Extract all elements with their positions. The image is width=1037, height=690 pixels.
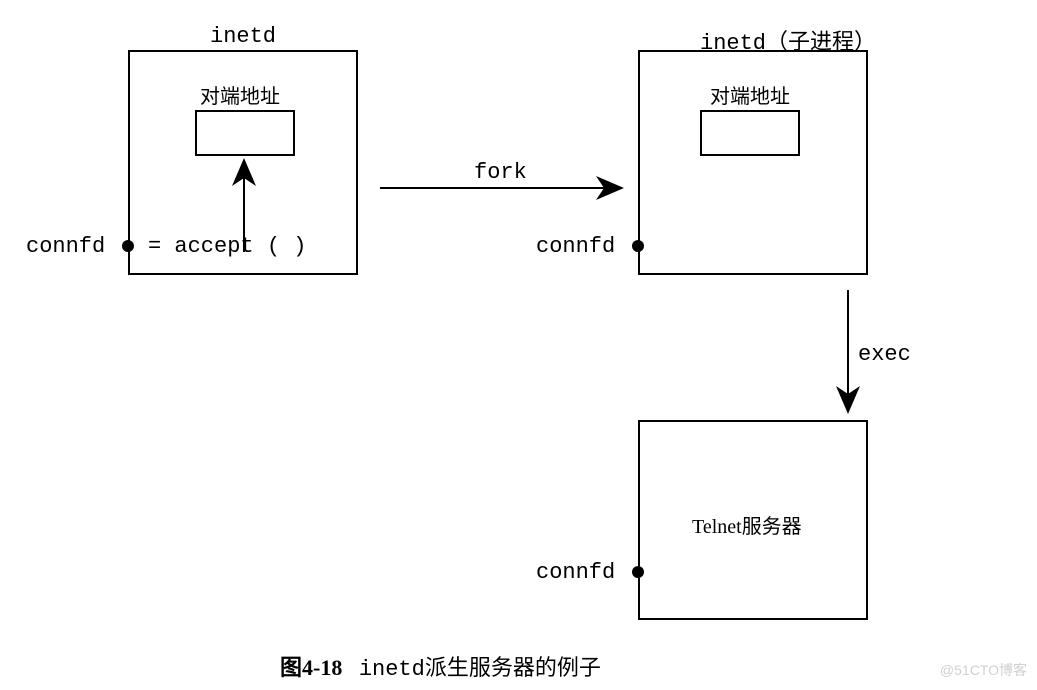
telnet-label: Telnet服务器 — [692, 510, 802, 539]
exec-label: exec — [858, 342, 911, 367]
watermark: @51CTO博客 — [940, 660, 1027, 680]
child-peer-label: 对端地址 — [710, 80, 790, 109]
telnet-connfd-dot — [632, 566, 644, 578]
child-inner-box — [700, 110, 800, 156]
parent-connfd-label: connfd — [26, 234, 105, 259]
parent-accept-text: = accept ( ) — [148, 234, 306, 259]
telnet-connfd-label: connfd — [536, 560, 615, 585]
parent-title: inetd — [210, 24, 276, 49]
figure-caption: 图4-18 inetd派生服务器的例子 — [280, 650, 601, 682]
parent-inner-box — [195, 110, 295, 156]
child-connfd-label: connfd — [536, 234, 615, 259]
child-title: inetd（子进程） — [700, 24, 876, 56]
caption-fig: 图4-18 — [280, 655, 342, 680]
fork-label: fork — [474, 160, 527, 185]
caption-rest: 派生服务器的例子 — [425, 655, 601, 680]
caption-mono: inetd — [359, 657, 425, 682]
parent-peer-label: 对端地址 — [200, 80, 280, 109]
child-connfd-dot — [632, 240, 644, 252]
parent-connfd-dot — [122, 240, 134, 252]
